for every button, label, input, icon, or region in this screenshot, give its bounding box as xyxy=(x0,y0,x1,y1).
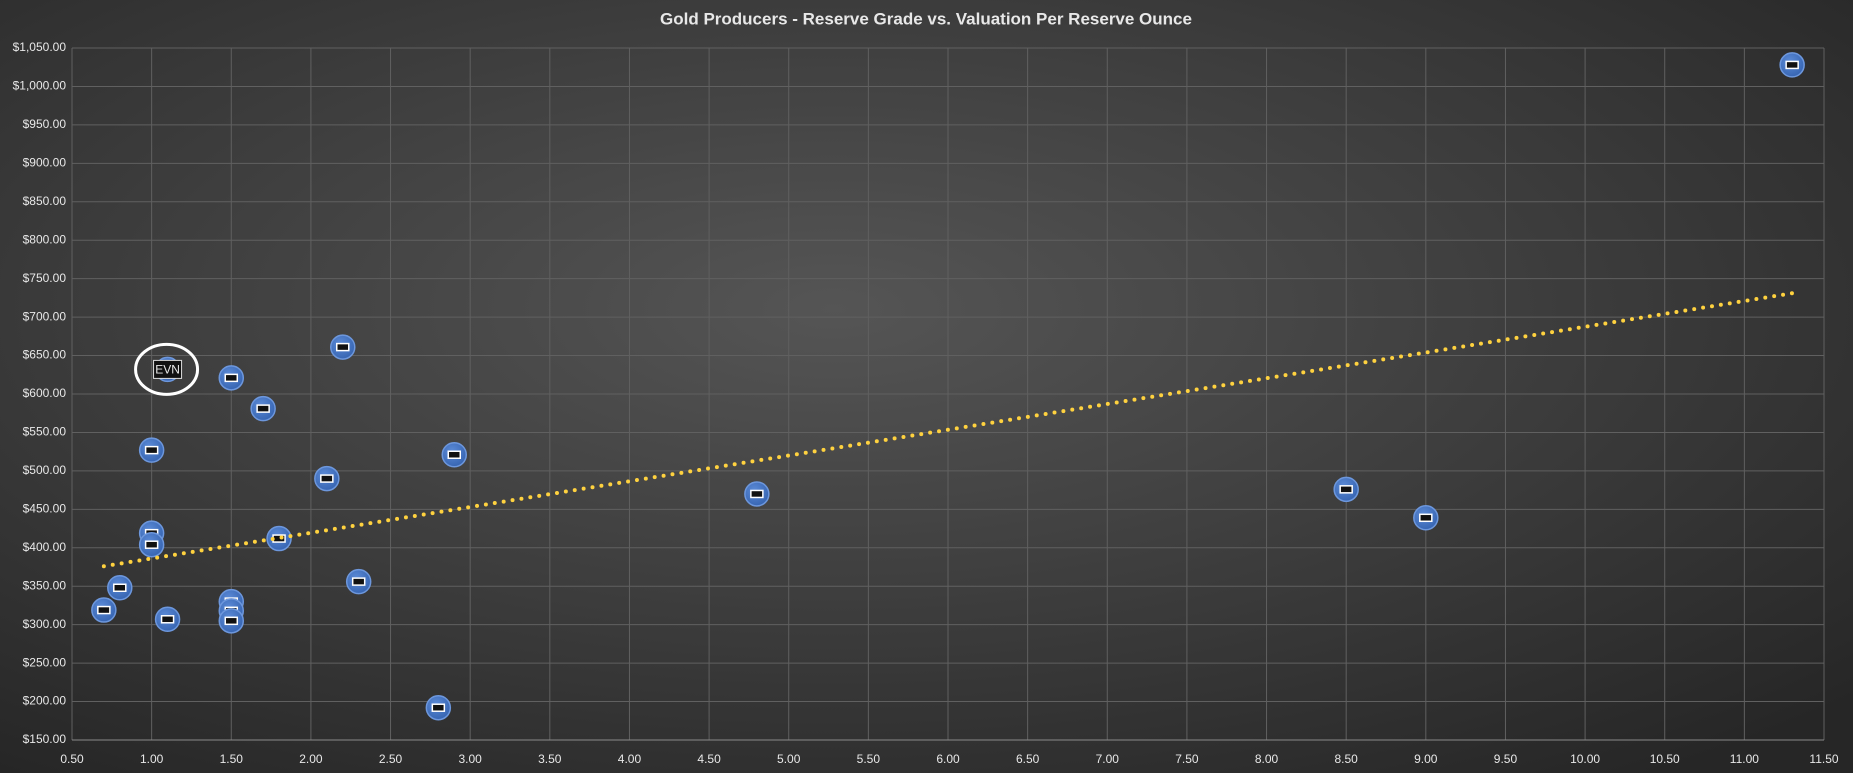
y-tick-label: $450.00 xyxy=(23,502,67,516)
label-box xyxy=(113,583,127,593)
x-tick-label: 6.00 xyxy=(936,752,960,766)
x-tick-label: 1.50 xyxy=(220,752,244,766)
y-tick-label: $300.00 xyxy=(23,617,67,631)
y-tick-label: $850.00 xyxy=(23,194,67,208)
x-tick-label: 5.50 xyxy=(857,752,881,766)
x-tick-label: 3.00 xyxy=(459,752,483,766)
label-box xyxy=(153,359,183,379)
x-tick-label: 10.00 xyxy=(1570,752,1600,766)
x-tick-label: 4.00 xyxy=(618,752,642,766)
label-box xyxy=(447,450,462,459)
label-box xyxy=(1785,60,1799,70)
label-box xyxy=(256,404,270,413)
y-tick-label: $500.00 xyxy=(23,463,67,477)
x-tick-label: 0.50 xyxy=(60,752,84,766)
y-tick-label: $550.00 xyxy=(23,425,67,439)
label-box xyxy=(1339,485,1353,494)
x-tick-label: 7.50 xyxy=(1175,752,1199,766)
y-tick-label: $950.00 xyxy=(23,117,67,131)
y-tick-label: $900.00 xyxy=(23,156,67,170)
x-tick-label: 7.00 xyxy=(1096,752,1120,766)
x-tick-label: 1.00 xyxy=(140,752,164,766)
label-box xyxy=(224,616,239,626)
label-box xyxy=(351,577,366,586)
data-label: EVN xyxy=(155,363,180,377)
x-tick-label: 11.50 xyxy=(1809,752,1838,766)
y-tick-label: $750.00 xyxy=(23,271,67,285)
y-tick-label: $600.00 xyxy=(23,386,67,400)
x-tick-label: 8.00 xyxy=(1255,752,1279,766)
y-tick-label: $400.00 xyxy=(23,540,67,554)
label-box xyxy=(750,489,764,499)
x-tick-label: 2.50 xyxy=(379,752,403,766)
label-box xyxy=(224,373,239,383)
x-tick-label: 2.00 xyxy=(299,752,323,766)
y-tick-label: $1,000.00 xyxy=(13,79,67,93)
y-tick-label: $700.00 xyxy=(23,309,67,323)
label-box xyxy=(160,615,175,624)
label-box xyxy=(144,540,159,549)
x-tick-label: 5.00 xyxy=(777,752,801,766)
x-tick-label: 3.50 xyxy=(538,752,562,766)
trendline xyxy=(101,291,1795,569)
y-tick-label: $250.00 xyxy=(23,655,67,669)
label-box xyxy=(144,445,159,455)
x-tick-label: 8.50 xyxy=(1335,752,1359,766)
x-tick-label: 9.00 xyxy=(1414,752,1438,766)
y-tick-label: $200.00 xyxy=(23,694,67,708)
chart-title: Gold Producers - Reserve Grade vs. Valua… xyxy=(660,9,1192,28)
label-box xyxy=(272,534,286,543)
x-tick-label: 11.00 xyxy=(1730,752,1759,766)
label-box xyxy=(1419,513,1433,523)
x-tick-label: 10.50 xyxy=(1650,752,1680,766)
y-tick-label: $650.00 xyxy=(23,348,67,362)
label-box xyxy=(97,605,111,615)
y-tick-label: $1,050.00 xyxy=(13,40,67,54)
label-box xyxy=(320,474,334,483)
y-tick-label: $350.00 xyxy=(23,578,67,592)
highlight-ring xyxy=(134,342,200,396)
y-tick-label: $800.00 xyxy=(23,232,67,246)
x-tick-label: 4.50 xyxy=(697,752,721,766)
label-box xyxy=(431,703,446,712)
x-tick-label: 9.50 xyxy=(1494,752,1518,766)
label-box xyxy=(336,342,350,352)
x-tick-label: 6.50 xyxy=(1016,752,1040,766)
y-tick-label: $150.00 xyxy=(23,732,67,746)
